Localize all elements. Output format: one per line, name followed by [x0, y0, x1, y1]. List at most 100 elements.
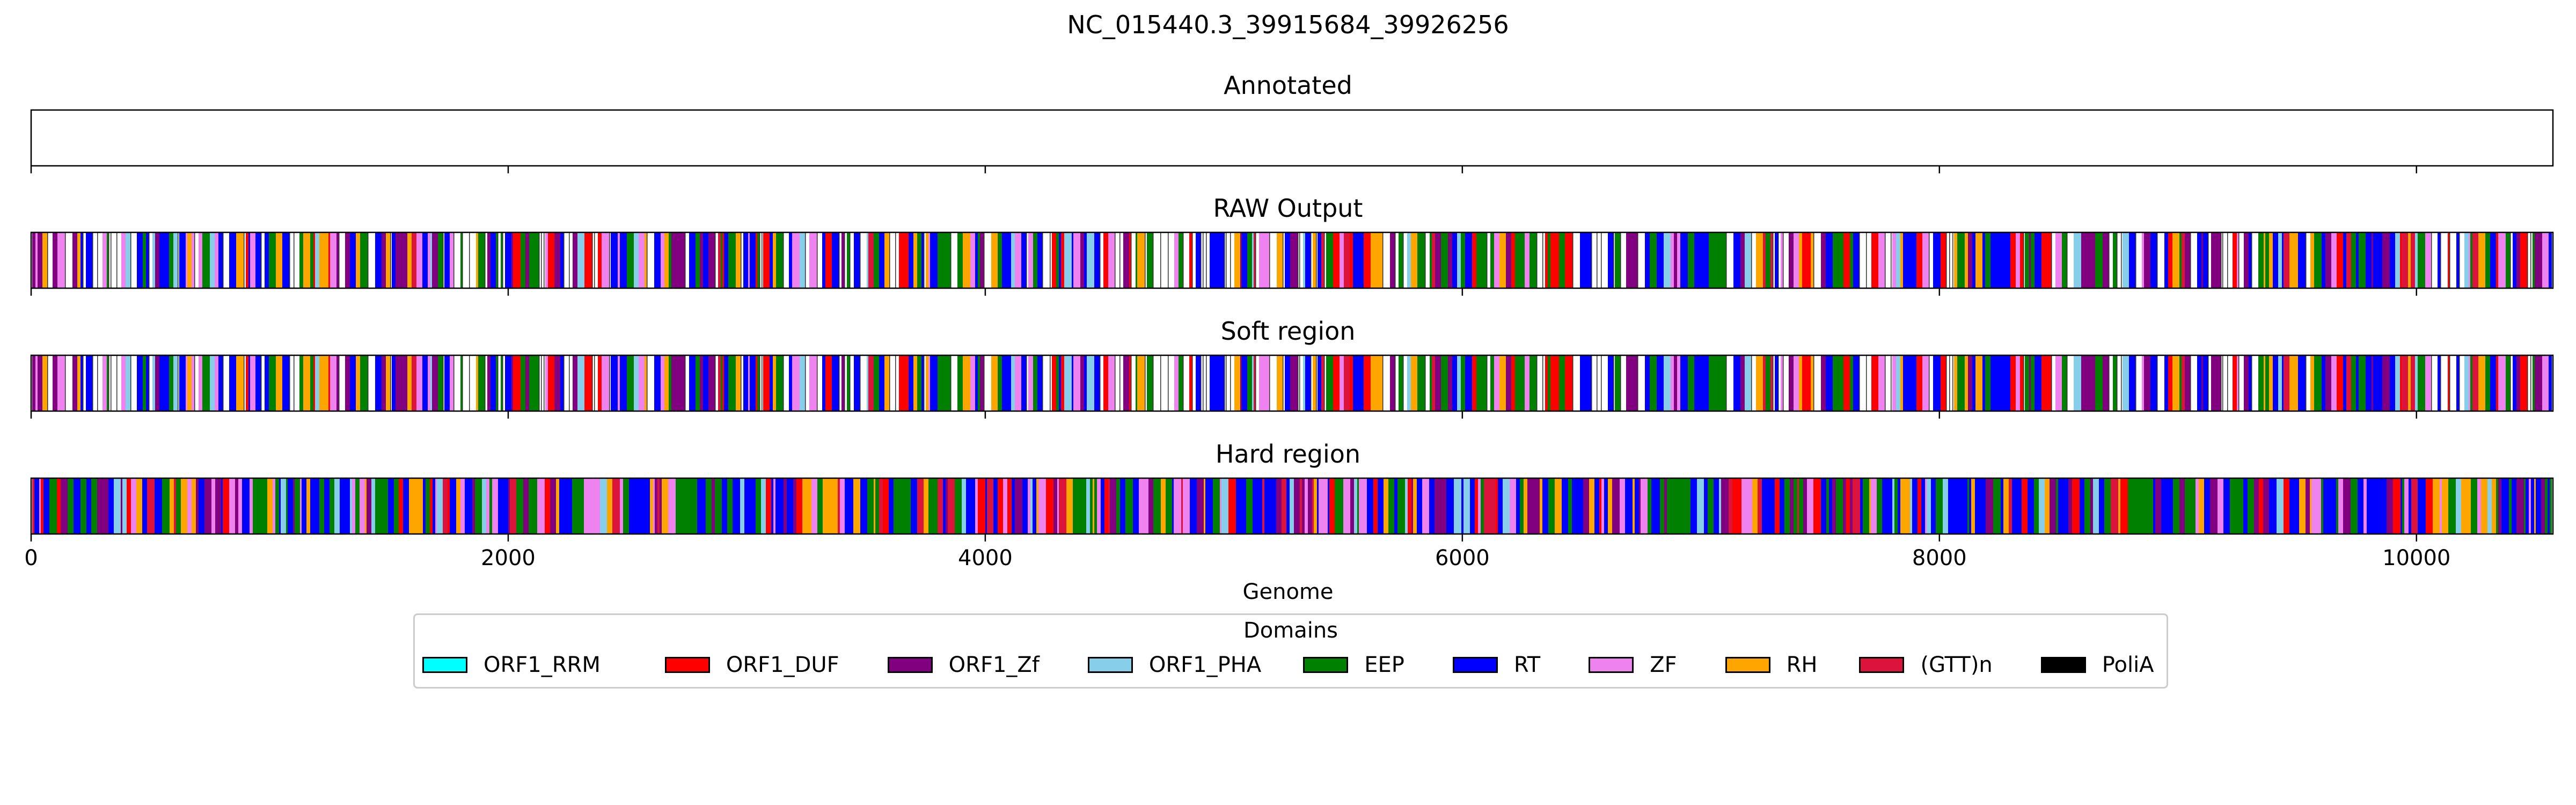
- domain-segment: [1052, 233, 1056, 288]
- domain-segment: [655, 479, 657, 533]
- segment-edge: [759, 356, 760, 411]
- segment-edge: [1601, 233, 1602, 288]
- domain-segment: [97, 356, 103, 411]
- domain-segment: [248, 356, 250, 411]
- domain-segment: [2400, 233, 2402, 288]
- domain-segment: [2109, 356, 2113, 411]
- domain-segment: [1709, 233, 1712, 288]
- domain-segment: [1168, 356, 1174, 411]
- domain-segment: [53, 356, 57, 411]
- domain-segment: [1608, 233, 1613, 288]
- domain-segment: [1379, 356, 1382, 411]
- segment-edge: [817, 356, 818, 411]
- segment-edge: [1866, 356, 1867, 411]
- domain-segment: [1242, 233, 1247, 288]
- domain-segment: [661, 356, 664, 411]
- domain-segment: [1993, 479, 2001, 533]
- segment-edge: [569, 233, 570, 288]
- segment-edge: [469, 233, 470, 288]
- domain-segment: [787, 479, 793, 533]
- domain-segment: [664, 233, 669, 288]
- domain-segment: [475, 479, 482, 533]
- domain-segment: [1100, 233, 1103, 288]
- domain-segment: [199, 356, 202, 411]
- segment-edge: [2527, 233, 2528, 288]
- domain-segment: [476, 356, 478, 411]
- domain-segment: [531, 233, 539, 288]
- domain-segment: [1714, 479, 1719, 533]
- domain-segment: [1733, 233, 1735, 288]
- segment-edge: [1395, 233, 1396, 288]
- domain-segment: [2485, 233, 2490, 288]
- segment-edge: [178, 356, 179, 411]
- domain-segment: [1536, 356, 1542, 411]
- domain-segment: [620, 356, 627, 411]
- domain-segment: [1435, 479, 1440, 533]
- legend-label: ZF: [1650, 653, 1677, 677]
- domain-segment: [1183, 479, 1190, 533]
- domain-segment: [38, 356, 42, 411]
- segment-edge: [1726, 233, 1727, 288]
- domain-segment: [750, 233, 756, 288]
- segment-edge: [1751, 356, 1752, 411]
- domain-segment: [2496, 479, 2498, 533]
- domain-segment: [83, 233, 86, 288]
- domain-segment: [330, 356, 336, 411]
- domain-segment: [1853, 479, 1860, 533]
- domain-segment: [1967, 479, 1969, 533]
- segment-edge: [1773, 356, 1774, 411]
- domain-segment: [2020, 356, 2023, 411]
- domain-segment: [2215, 356, 2221, 411]
- domain-segment: [2516, 479, 2524, 533]
- segment-edge: [2109, 356, 2110, 411]
- domain-segment: [985, 479, 987, 533]
- domain-segment: [770, 356, 773, 411]
- domain-segment: [572, 479, 579, 533]
- segment-edge: [1298, 233, 1299, 288]
- domain-segment: [847, 356, 850, 411]
- domain-segment: [1712, 233, 1719, 288]
- domain-segment: [1148, 479, 1153, 533]
- domain-segment: [1675, 479, 1680, 533]
- domain-segment: [802, 479, 807, 533]
- domain-segment: [2189, 479, 2196, 533]
- domain-segment: [984, 233, 991, 288]
- segment-edge: [2221, 356, 2222, 411]
- domain-segment: [1869, 479, 1871, 533]
- domain-segment: [2368, 233, 2372, 288]
- domain-segment: [2343, 356, 2346, 411]
- segment-edge: [2135, 356, 2136, 411]
- domain-segment: [1780, 479, 1784, 533]
- domain-segment: [187, 233, 192, 288]
- domain-segment: [683, 479, 689, 533]
- domain-segment: [1061, 356, 1064, 411]
- domain-segment: [1216, 233, 1218, 288]
- segment-edge: [1283, 233, 1284, 288]
- segment-edge: [1299, 233, 1300, 288]
- domain-segment: [310, 356, 313, 411]
- segment-edge: [1813, 356, 1814, 411]
- domain-segment: [1382, 233, 1390, 288]
- domain-segment: [146, 356, 149, 411]
- domain-segment: [1403, 233, 1407, 288]
- domain-segment: [2264, 356, 2265, 411]
- domain-segment: [1826, 233, 1833, 288]
- domain-segment: [463, 479, 465, 533]
- segment-edge: [1168, 233, 1169, 288]
- segment-edge: [1153, 356, 1154, 411]
- domain-segment: [620, 233, 627, 288]
- segment-edge: [741, 233, 742, 288]
- domain-segment: [1496, 479, 1498, 533]
- domain-segment: [32, 233, 35, 288]
- domain-segment: [2401, 479, 2402, 533]
- domain-segment: [41, 479, 43, 533]
- domain-segment: [754, 479, 756, 533]
- domain-segment: [1954, 233, 1957, 288]
- domain-segment: [1242, 356, 1247, 411]
- domain-segment: [1411, 356, 1417, 411]
- domain-segment: [2118, 479, 2120, 533]
- domain-segment: [412, 356, 416, 411]
- domain-segment: [1311, 233, 1313, 288]
- domain-segment: [1751, 233, 1756, 288]
- domain-segment: [1408, 479, 1411, 533]
